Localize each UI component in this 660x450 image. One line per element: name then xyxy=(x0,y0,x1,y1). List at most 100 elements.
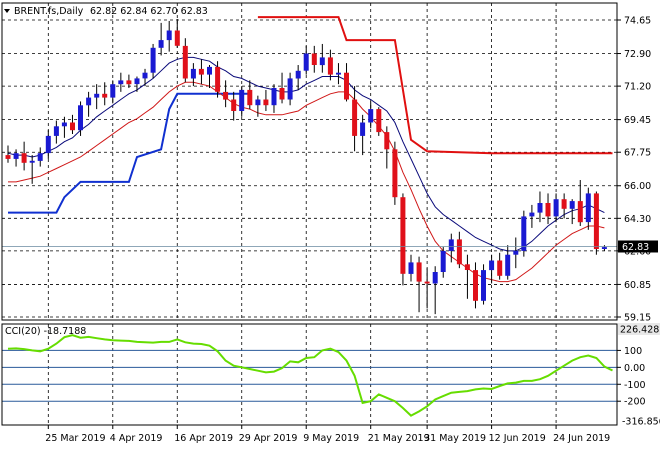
candle-body xyxy=(489,260,495,271)
candle-body xyxy=(384,132,390,150)
dropdown-triangle-icon[interactable] xyxy=(4,9,10,13)
candle-body xyxy=(424,281,430,284)
cci-max-label: 226.4287 xyxy=(620,325,660,336)
date-tick-label: 12 Jun 2019 xyxy=(489,433,546,444)
candle-body xyxy=(440,250,446,272)
candle-body xyxy=(61,122,67,127)
candle-body xyxy=(569,201,575,209)
candle-body xyxy=(247,89,253,106)
candle-body xyxy=(53,126,59,136)
moving-averages xyxy=(7,56,605,283)
cci-tick-label: -100 xyxy=(624,380,646,391)
candle-body xyxy=(134,78,140,85)
candle-body xyxy=(553,199,559,217)
candle-body xyxy=(456,239,462,265)
candle-body xyxy=(577,201,583,223)
candle-body xyxy=(263,99,269,106)
candle-body xyxy=(78,105,83,131)
price-tick-label: 74.65 xyxy=(624,16,651,27)
candle-body xyxy=(464,264,470,270)
cci-min-label: -316.856 xyxy=(622,417,660,428)
candle-body xyxy=(86,97,92,106)
candle-body xyxy=(142,72,148,79)
candle-body xyxy=(448,239,454,251)
candle-body xyxy=(5,155,11,159)
candle-body xyxy=(593,193,599,249)
ohlc-readout: 62.82 62.84 62.70 62.83 xyxy=(90,6,208,17)
candle-body xyxy=(473,270,478,301)
price-panel-frame xyxy=(1,2,618,321)
candle-body xyxy=(174,30,180,46)
date-tick-label: 4 Apr 2019 xyxy=(110,433,163,444)
lower-channel-line xyxy=(8,92,250,214)
symbol-label: BRENT.fs,Daily xyxy=(14,6,84,17)
cci-tick-label: 100 xyxy=(624,346,642,357)
candle-body xyxy=(182,45,188,79)
candle-body xyxy=(561,199,567,209)
cci-levels xyxy=(2,349,617,402)
date-tick-label: 25 Mar 2019 xyxy=(45,433,105,444)
candle-body xyxy=(215,66,221,92)
price-tick-label: 60.85 xyxy=(624,280,651,291)
price-tick-label: 64.30 xyxy=(624,214,651,225)
candle-body xyxy=(37,153,43,161)
candle-body xyxy=(70,122,75,131)
price-tick-label: 66.00 xyxy=(624,181,651,192)
candle-body xyxy=(271,88,277,106)
candle-body xyxy=(400,197,406,274)
candle-body xyxy=(545,203,551,217)
candle-body xyxy=(102,93,108,98)
candle-body xyxy=(45,135,51,154)
candle-body xyxy=(319,57,325,66)
date-tick-label: 31 May 2019 xyxy=(424,433,486,444)
candle-body xyxy=(505,254,511,276)
cci-header: CCI(20) -18.7188 xyxy=(5,326,86,337)
candle-body xyxy=(13,153,19,159)
candle-body xyxy=(279,88,285,100)
fast-moving-average xyxy=(7,56,605,252)
candle-body xyxy=(601,247,607,249)
candle-body xyxy=(287,78,293,100)
candle-body xyxy=(336,72,341,75)
candle-body xyxy=(416,262,422,282)
candle-body xyxy=(223,91,229,100)
candle-body xyxy=(110,84,116,98)
date-tick-label: 9 May 2019 xyxy=(303,433,359,444)
date-tick-label: 24 Jun 2019 xyxy=(553,433,610,444)
panel-frames xyxy=(1,2,618,426)
candle-body xyxy=(126,80,132,85)
candle-body xyxy=(295,70,301,79)
current-price-tag xyxy=(618,240,658,253)
candle-body xyxy=(166,30,172,41)
candle-body xyxy=(368,109,374,123)
cci-panel-frame xyxy=(1,323,618,426)
candle-body xyxy=(408,262,414,274)
date-tick-label: 21 May 2019 xyxy=(368,433,430,444)
candle-body xyxy=(118,80,124,85)
cci-tick-label: 0.00 xyxy=(624,363,645,374)
candle-body xyxy=(497,260,503,276)
axis-labels: 74.6572.9071.2069.4567.7566.0064.3062.60… xyxy=(45,16,660,444)
candle-body xyxy=(513,250,519,255)
candle-body xyxy=(207,66,212,75)
chart-header: BRENT.fs,Daily 62.82 62.84 62.70 62.83 xyxy=(4,6,208,17)
cci-tick-label: -200 xyxy=(624,397,646,408)
candle-body xyxy=(327,57,333,75)
price-tick-label: 69.45 xyxy=(624,115,651,126)
candle-body xyxy=(21,153,27,163)
cci-line-group xyxy=(7,334,613,417)
date-tick-label: 16 Apr 2019 xyxy=(174,433,233,444)
price-tick-label: 67.75 xyxy=(624,148,651,159)
candle-body xyxy=(150,47,156,73)
candle-body xyxy=(432,272,438,284)
candle-body xyxy=(94,93,100,98)
candle-body xyxy=(239,89,245,111)
upper-channel-line xyxy=(257,16,613,155)
candle-body xyxy=(231,99,237,111)
candle-body xyxy=(29,160,35,163)
cci-max-tag xyxy=(618,323,660,335)
cci-title: CCI(20) -18.7188 xyxy=(5,326,86,337)
candle-body xyxy=(255,99,261,106)
candle-body xyxy=(392,149,398,198)
